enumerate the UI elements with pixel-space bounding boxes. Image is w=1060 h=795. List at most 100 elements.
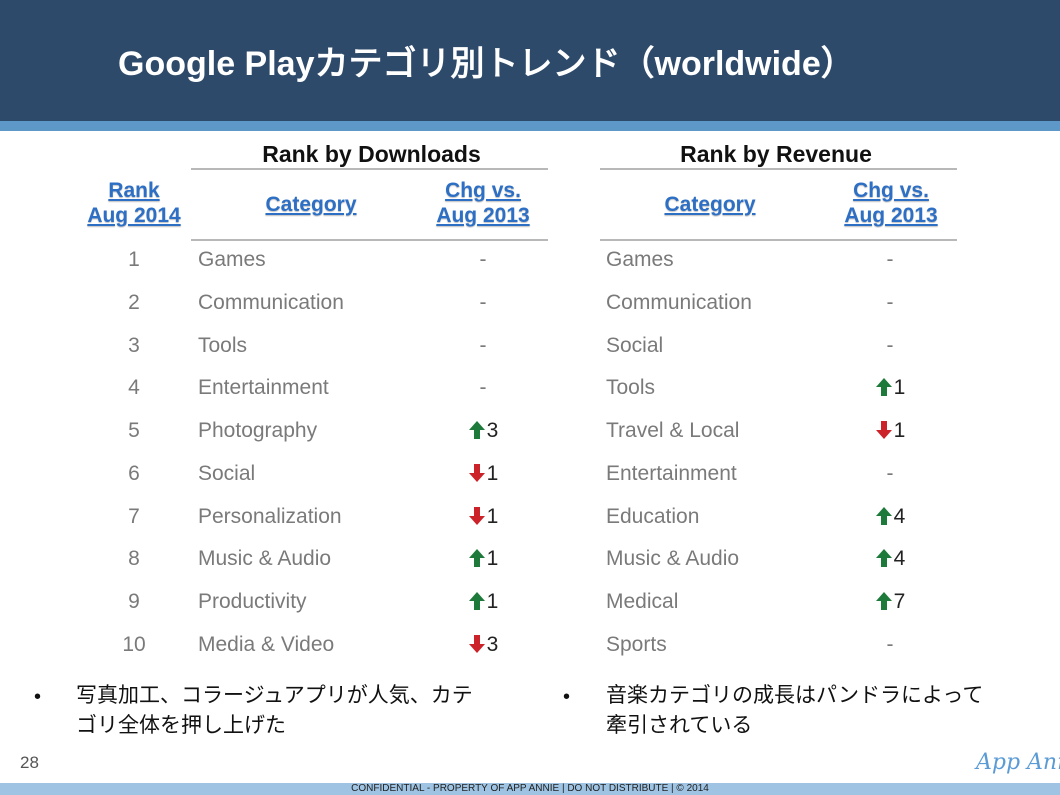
downloads-category-cell: Music & Audio: [198, 547, 332, 571]
bullet-right: 音楽カテゴリの成長はパンドラによって 牽引されている: [606, 681, 983, 741]
revenue-change-cell: 1: [850, 375, 930, 401]
change-value: 3: [486, 419, 499, 442]
revenue-change-cell: 7: [850, 589, 930, 615]
revenue-change-cell: -: [886, 461, 894, 485]
revenue-change-cell: -: [886, 248, 894, 271]
arrow-up-icon: [875, 549, 892, 568]
revenue-category-header[interactable]: Category: [664, 193, 756, 216]
change-value: 7: [893, 590, 906, 613]
downloads-change-cell: -: [479, 333, 487, 357]
change-value: 3: [486, 632, 499, 656]
title-banner: [0, 0, 1060, 121]
revenue-category-cell: Music & Audio: [606, 547, 740, 571]
rank-cell: 10: [122, 632, 146, 656]
bullet-dot-left: •: [34, 686, 42, 708]
revenue-category-cell: Tools: [606, 376, 656, 400]
revenue-header-rule: [600, 239, 957, 241]
rank-cell: 9: [128, 590, 140, 613]
downloads-category-header[interactable]: Category: [265, 193, 357, 216]
downloads-category-cell: Media & Video: [198, 632, 335, 656]
bullet-left-line2: ゴリ全体を押し上げた: [76, 714, 286, 737]
rank-cell: 3: [128, 333, 140, 357]
arrow-up-icon: [468, 592, 485, 610]
downloads-chg-header-line2: Aug 2013: [436, 204, 530, 227]
bullet-right-line2: 牽引されている: [606, 714, 753, 737]
change-value: 4: [893, 547, 906, 571]
bullet-left-line1: 写真加工、コラージュアプリが人気、カテ: [76, 684, 473, 707]
revenue-change-cell: -: [886, 290, 894, 314]
revenue-category-cell: Education: [606, 504, 700, 528]
rank-header-line1: Rank: [108, 179, 160, 202]
rank-cell: 7: [128, 504, 140, 528]
revenue-change-cell: -: [886, 333, 894, 357]
arrow-up-icon: [468, 549, 485, 568]
downloads-category-cell: Entertainment: [198, 376, 329, 400]
arrow-down-icon: [468, 463, 485, 482]
revenue-change-cell: -: [886, 632, 894, 656]
bullet-left: 写真加工、コラージュアプリが人気、カテ ゴリ全体を押し上げた: [76, 681, 473, 741]
brand-logo: App Annie: [976, 750, 1060, 775]
downloads-category-cell: Tools: [198, 333, 248, 357]
change-value: 1: [893, 376, 906, 400]
downloads-category-cell: Communication: [198, 290, 344, 314]
bullet-right-line1: 音楽カテゴリの成長はパンドラによって: [606, 684, 984, 707]
revenue-top-rule: [600, 168, 957, 170]
downloads-group-title: Rank by Downloads: [262, 141, 481, 167]
downloads-change-cell: -: [479, 248, 487, 271]
downloads-category-cell: Productivity: [198, 590, 307, 613]
arrow-up-icon: [468, 421, 485, 439]
title-stripe: [0, 121, 1060, 131]
rank-cell: 6: [128, 461, 140, 485]
revenue-category-cell: Games: [606, 248, 674, 271]
rank-header-line2: Aug 2014: [87, 204, 181, 227]
bullet-dot-right: •: [563, 686, 571, 708]
downloads-change-cell: 3: [443, 632, 523, 658]
revenue-category-cell: Social: [606, 333, 664, 357]
rank-cell: 5: [128, 419, 140, 442]
revenue-chg-header[interactable]: Chg vs. Aug 2013: [828, 178, 954, 228]
downloads-change-cell: 3: [443, 418, 523, 444]
revenue-category-cell: Travel & Local: [606, 419, 740, 442]
revenue-category-cell: Sports: [606, 632, 667, 656]
rank-cell: 2: [128, 290, 140, 314]
revenue-group-title: Rank by Revenue: [680, 141, 872, 167]
downloads-category-cell: Games: [198, 248, 266, 271]
change-value: 1: [486, 590, 499, 613]
downloads-change-cell: 1: [443, 546, 523, 572]
arrow-down-icon: [875, 421, 892, 439]
revenue-category-cell: Medical: [606, 590, 679, 613]
downloads-chg-header-line1: Chg vs.: [445, 179, 521, 202]
downloads-change-cell: -: [479, 376, 487, 400]
footer-notice: CONFIDENTIAL - PROPERTY OF APP ANNIE | D…: [351, 783, 709, 794]
revenue-chg-header-line2: Aug 2013: [844, 204, 938, 227]
change-value: 1: [893, 419, 906, 442]
downloads-chg-header[interactable]: Chg vs. Aug 2013: [420, 178, 546, 228]
downloads-category-cell: Social: [198, 461, 256, 485]
arrow-up-icon: [875, 506, 892, 525]
change-value: 1: [486, 547, 499, 571]
revenue-change-cell: 4: [850, 504, 930, 530]
arrow-up-icon: [875, 378, 892, 397]
rank-header[interactable]: Rank Aug 2014: [78, 178, 190, 228]
downloads-change-cell: 1: [443, 461, 523, 487]
revenue-chg-header-line1: Chg vs.: [853, 179, 929, 202]
arrow-down-icon: [468, 506, 485, 525]
footer-bar: [0, 783, 1060, 795]
downloads-change-cell: 1: [443, 589, 523, 615]
downloads-header-rule: [191, 239, 548, 241]
downloads-change-cell: -: [479, 290, 487, 314]
rank-cell: 1: [128, 248, 140, 271]
arrow-down-icon: [468, 634, 485, 653]
downloads-top-rule: [191, 168, 548, 170]
revenue-category-cell: Communication: [606, 290, 752, 314]
downloads-category-cell: Photography: [198, 419, 318, 442]
arrow-up-icon: [875, 592, 892, 610]
downloads-category-cell: Personalization: [198, 504, 342, 528]
change-value: 1: [486, 504, 499, 528]
revenue-change-cell: 1: [850, 418, 930, 444]
rank-cell: 8: [128, 547, 140, 571]
revenue-category-cell: Entertainment: [606, 461, 737, 485]
change-value: 4: [893, 504, 906, 528]
rank-cell: 4: [128, 376, 140, 400]
slide-title: Google Playカテゴリ別トレンド（worldwide）: [118, 45, 855, 83]
